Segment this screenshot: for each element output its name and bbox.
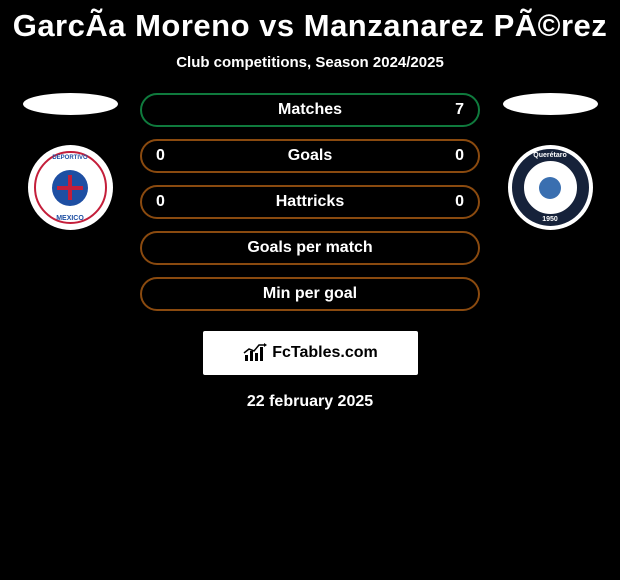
subtitle: Club competitions, Season 2024/2025 xyxy=(0,48,620,93)
right-player-column: Querétaro 1950 xyxy=(500,93,600,230)
attribution-text: FcTables.com xyxy=(272,344,378,362)
stat-label: Hattricks xyxy=(142,193,478,211)
stat-value-right: 0 xyxy=(444,193,464,211)
chart-icon xyxy=(242,343,268,363)
stat-label: Goals xyxy=(142,147,478,165)
club-badge-left: DEPORTIVO MEXICO xyxy=(28,145,113,230)
stat-value-left: 0 xyxy=(156,193,176,211)
date-text: 22 february 2025 xyxy=(0,375,620,429)
attribution-badge: FcTables.com xyxy=(203,331,418,375)
badge-right-bottom-text: 1950 xyxy=(508,216,593,223)
badge-right-ball xyxy=(539,177,561,199)
comparison-card: GarcÃ­a Moreno vs Manzanarez PÃ©rez Club… xyxy=(0,0,620,429)
stat-value-left: 0 xyxy=(156,147,176,165)
stat-value-right: 7 xyxy=(444,101,464,119)
badge-left-bottom-text: MEXICO xyxy=(28,215,113,222)
stat-label: Min per goal xyxy=(142,285,478,303)
club-badge-right: Querétaro 1950 xyxy=(508,145,593,230)
player-right-ellipse xyxy=(503,93,598,115)
badge-right-center xyxy=(530,168,570,208)
stat-label: Matches xyxy=(142,101,478,119)
main-row: DEPORTIVO MEXICO Matches70Goals00Hattric… xyxy=(0,93,620,311)
left-player-column: DEPORTIVO MEXICO xyxy=(20,93,120,230)
player-left-ellipse xyxy=(23,93,118,115)
badge-left-top-text: DEPORTIVO xyxy=(28,155,113,161)
stats-column: Matches70Goals00Hattricks0Goals per matc… xyxy=(140,93,480,311)
stat-value-right: 0 xyxy=(444,147,464,165)
stat-bar: Goals per match xyxy=(140,231,480,265)
stat-bar: 0Goals0 xyxy=(140,139,480,173)
page-title: GarcÃ­a Moreno vs Manzanarez PÃ©rez xyxy=(0,0,620,48)
stat-bar: Min per goal xyxy=(140,277,480,311)
stat-label: Goals per match xyxy=(142,239,478,257)
stat-bar: 0Hattricks0 xyxy=(140,185,480,219)
stat-bar: Matches7 xyxy=(140,93,480,127)
badge-right-top-text: Querétaro xyxy=(508,152,593,159)
badge-left-center xyxy=(52,170,88,206)
